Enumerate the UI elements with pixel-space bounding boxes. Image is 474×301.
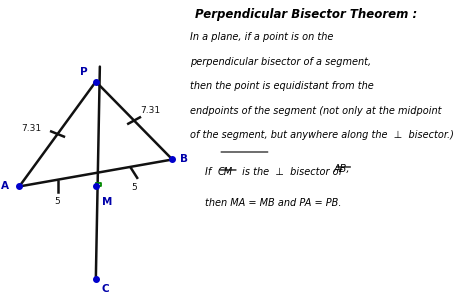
Text: C: C bbox=[102, 284, 109, 294]
Text: 7.31: 7.31 bbox=[140, 106, 160, 115]
Text: Perpendicular Bisector Theorem :: Perpendicular Bisector Theorem : bbox=[194, 8, 417, 21]
Text: 5: 5 bbox=[131, 183, 137, 192]
Text: then MA = MB and PA = PB.: then MA = MB and PA = PB. bbox=[205, 198, 341, 208]
Text: P: P bbox=[80, 67, 88, 77]
Text: CM: CM bbox=[218, 167, 233, 177]
Text: A: A bbox=[1, 182, 9, 191]
Text: AB,: AB, bbox=[334, 164, 350, 174]
Text: If: If bbox=[205, 167, 214, 177]
Text: 5: 5 bbox=[55, 197, 60, 206]
Text: is the  ⊥  bisector of: is the ⊥ bisector of bbox=[239, 167, 346, 177]
Text: of the segment, but anywhere along the  ⊥  bisector.): of the segment, but anywhere along the ⊥… bbox=[191, 130, 455, 141]
Text: then the point is equidistant from the: then the point is equidistant from the bbox=[191, 81, 374, 91]
Text: endpoints of the segment (not only at the midpoint: endpoints of the segment (not only at th… bbox=[191, 106, 442, 116]
Text: 7.31: 7.31 bbox=[21, 123, 41, 132]
Text: M: M bbox=[102, 197, 112, 207]
Text: perpendicular bisector of a segment,: perpendicular bisector of a segment, bbox=[191, 57, 372, 67]
Text: B: B bbox=[180, 154, 188, 164]
Text: In a plane, if a point is on the: In a plane, if a point is on the bbox=[191, 32, 334, 42]
